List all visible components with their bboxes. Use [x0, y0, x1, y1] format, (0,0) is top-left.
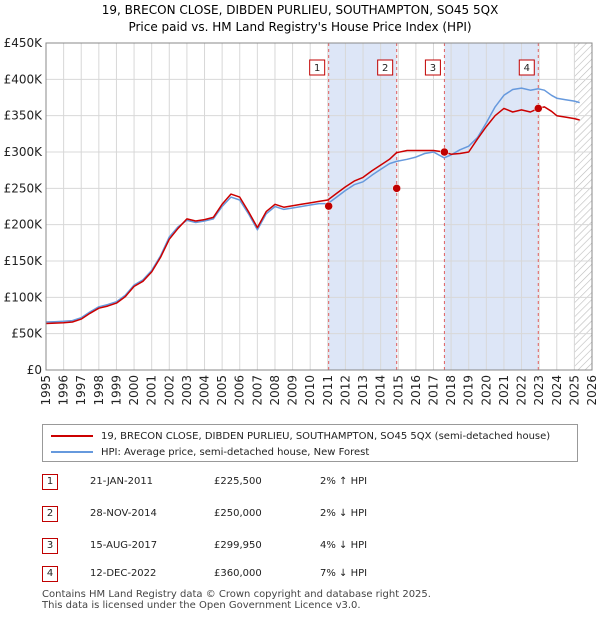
- x-tick-label: 1996: [57, 375, 71, 406]
- y-tick-label: £200K: [4, 218, 44, 232]
- legend: 19, BRECON CLOSE, DIBDEN PURLIEU, SOUTHA…: [42, 424, 578, 462]
- sale-number-badge: 4: [42, 566, 58, 582]
- x-tick-label: 2015: [391, 375, 405, 406]
- x-tick-label: 2011: [321, 375, 335, 406]
- x-tick-label: 2005: [215, 375, 229, 406]
- sale-hpi-change: 2% ↓ HPI: [320, 508, 368, 519]
- y-tick-label: £300K: [4, 145, 44, 159]
- footer: Contains HM Land Registry data © Crown c…: [42, 589, 431, 611]
- legend-item-price: 19, BRECON CLOSE, DIBDEN PURLIEU, SOUTHA…: [51, 428, 550, 444]
- sale-hpi-change: 4% ↓ HPI: [320, 540, 368, 551]
- sale-label-box: [377, 59, 394, 76]
- sale-label-text: 1: [314, 63, 320, 74]
- sale-date: 12-DEC-2022: [90, 568, 157, 579]
- x-tick-label: 1999: [109, 375, 123, 406]
- x-tick-label: 2008: [268, 375, 282, 406]
- sale-point: [392, 184, 401, 193]
- x-tick-label: 2000: [127, 375, 141, 406]
- x-tick-label: 2012: [338, 375, 352, 406]
- x-tick-label: 2024: [550, 375, 564, 406]
- x-tick-label: 2009: [286, 375, 300, 406]
- sale-point: [440, 147, 449, 157]
- shaded-period: [444, 43, 539, 370]
- x-tick-label: 1998: [92, 375, 106, 406]
- x-tick-label: 2014: [374, 375, 388, 406]
- x-tick-label: 2022: [515, 375, 529, 406]
- x-tick-label: 2006: [233, 375, 247, 406]
- licence-text: This data is licensed under the Open Gov…: [42, 600, 361, 611]
- x-tick-label: 2002: [162, 375, 176, 406]
- legend-label-price: 19, BRECON CLOSE, DIBDEN PURLIEU, SOUTHA…: [101, 430, 551, 442]
- sale-label-text: 3: [430, 63, 436, 74]
- sale-label-box: [424, 59, 441, 76]
- x-tick-label: 1995: [39, 375, 53, 406]
- future-hatch-region: [574, 43, 592, 370]
- sale-label-text: 4: [524, 63, 530, 74]
- x-tick-label: 2016: [409, 375, 423, 406]
- price-line-swatch: [51, 435, 93, 437]
- x-tick-label: 2004: [198, 375, 212, 406]
- x-tick-label: 1997: [74, 375, 88, 406]
- sale-price: £225,500: [214, 476, 262, 487]
- legend-label-hpi: HPI: Average price, semi-detached house,…: [101, 446, 370, 458]
- table-row: 3 15-AUG-2017 £299,950 4% ↓ HPI: [42, 538, 442, 556]
- x-tick-label: 2017: [426, 375, 440, 406]
- sale-hpi-change: 7% ↓ HPI: [320, 568, 368, 579]
- x-tick-label: 2019: [462, 375, 476, 406]
- sale-price: £299,950: [214, 540, 262, 551]
- x-tick-label: 2010: [303, 375, 317, 406]
- sale-point: [534, 104, 543, 113]
- sale-label-text: 2: [382, 63, 388, 74]
- x-tick-label: 2013: [356, 375, 370, 406]
- hpi-line-swatch: [51, 451, 93, 453]
- sale-number-badge: 3: [42, 538, 58, 554]
- sale-number-badge: 2: [42, 506, 58, 522]
- y-tick-label: £100K: [4, 290, 44, 304]
- table-row: 4 12-DEC-2022 £360,000 7% ↓ HPI: [42, 566, 442, 584]
- chart-subtitle: Price paid vs. HM Land Registry's House …: [128, 20, 471, 34]
- x-tick-label: 2023: [532, 375, 546, 406]
- sale-price: £360,000: [214, 568, 262, 579]
- y-tick-label: £350K: [4, 109, 44, 123]
- x-tick-label: 2001: [145, 375, 159, 406]
- x-tick-label: 2020: [479, 375, 493, 406]
- table-row: 1 21-JAN-2011 £225,500 2% ↑ HPI: [42, 474, 442, 492]
- y-tick-label: £50K: [11, 327, 43, 341]
- x-tick-label: 2021: [497, 375, 511, 406]
- x-tick-label: 2018: [444, 375, 458, 406]
- sale-point: [324, 201, 333, 211]
- price-paid-line: [45, 106, 580, 325]
- y-tick-label: £450K: [4, 36, 44, 50]
- copyright-text: Contains HM Land Registry data © Crown c…: [42, 589, 431, 600]
- x-tick-label: 2007: [250, 375, 264, 406]
- x-tick-label: 2025: [567, 375, 581, 406]
- y-tick-label: £250K: [4, 181, 44, 195]
- sale-number-badge: 1: [42, 474, 58, 490]
- sale-price: £250,000: [214, 508, 262, 519]
- plot-border: [45, 42, 593, 371]
- sale-label-box: [309, 59, 326, 76]
- y-tick-label: £150K: [4, 254, 44, 268]
- price-chart: 19, BRECON CLOSE, DIBDEN PURLIEU, SOUTHA…: [4, 3, 599, 406]
- x-tick-label: 2003: [180, 375, 194, 406]
- table-row: 2 28-NOV-2014 £250,000 2% ↓ HPI: [42, 506, 442, 524]
- sale-date: 21-JAN-2011: [90, 476, 154, 487]
- sale-date: 28-NOV-2014: [90, 508, 157, 519]
- sale-date: 15-AUG-2017: [90, 540, 158, 551]
- sale-hpi-change: 2% ↑ HPI: [320, 476, 368, 487]
- chart-title: 19, BRECON CLOSE, DIBDEN PURLIEU, SOUTHA…: [102, 3, 499, 17]
- y-tick-label: £400K: [4, 72, 44, 86]
- y-tick-label: £0: [27, 363, 42, 377]
- sale-label-box: [518, 59, 535, 76]
- hpi-line: [45, 87, 580, 323]
- legend-item-hpi: HPI: Average price, semi-detached house,…: [51, 444, 369, 460]
- x-tick-label: 2026: [585, 375, 599, 406]
